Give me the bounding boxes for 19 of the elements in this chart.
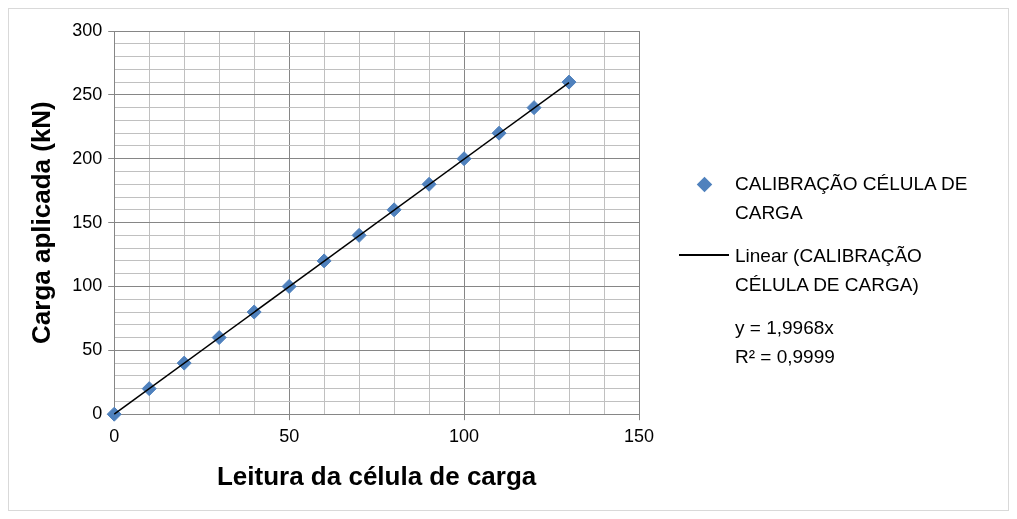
x-tick-label: 150 [623, 425, 655, 446]
y-tick-label: 250 [72, 83, 103, 104]
y-axis-title: Carga aplicada (kN) [25, 101, 56, 344]
y-tick-label: 300 [72, 19, 103, 40]
text: R² = 0,9999 [735, 344, 836, 369]
text: y = 1,9968x [735, 315, 835, 340]
y-tick-label: 200 [72, 147, 103, 168]
x-tick-label: 50 [279, 425, 300, 446]
legend-label: CALIBRAÇÃO CÉLULA DE CARGA [734, 171, 969, 225]
x-tick-label: 100 [449, 425, 480, 446]
x-axis-title: Leitura da célula de carga [216, 460, 537, 491]
y-tick-label: 150 [72, 211, 103, 232]
point [106, 406, 122, 422]
legend-label: Linear (CALIBRAÇÃO CÉLULA DE CARGA) [734, 243, 923, 297]
y-tick-label: 0 [92, 403, 103, 424]
y-tick-label: 50 [82, 339, 103, 360]
x-tick-label: 0 [109, 425, 120, 446]
y-tick-label: 100 [72, 275, 103, 296]
point [561, 74, 577, 90]
